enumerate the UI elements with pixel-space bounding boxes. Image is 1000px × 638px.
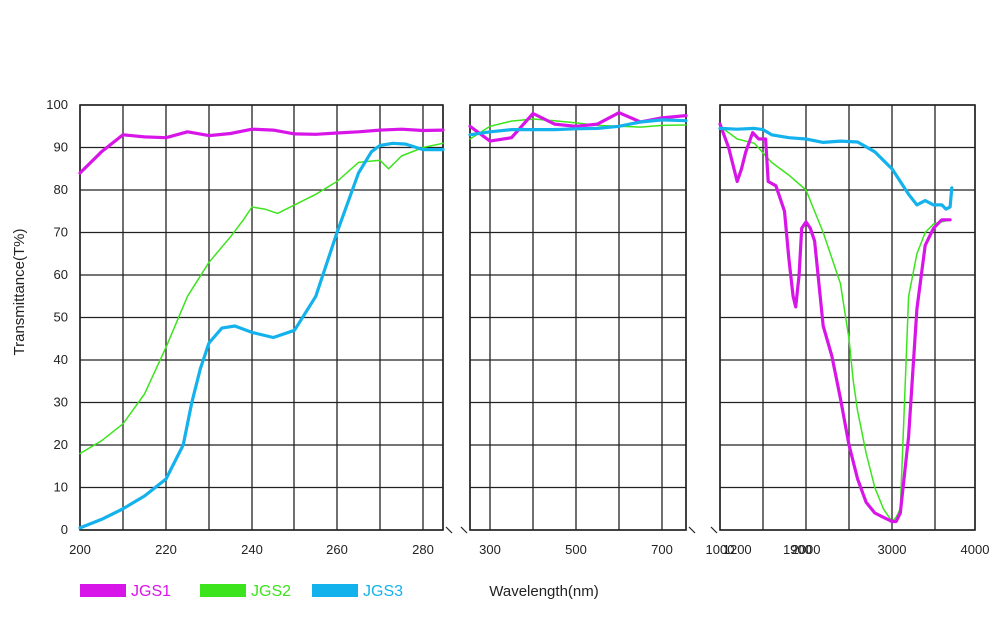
series-line-jgs1 xyxy=(78,127,445,175)
x-axis-title: Wavelength(nm) xyxy=(489,583,598,600)
series-line-jgs2 xyxy=(719,125,951,523)
y-tick-label: 40 xyxy=(54,352,68,367)
x-tick-label: 3000 xyxy=(878,542,907,557)
panel-frame xyxy=(469,104,687,531)
series-line-jgs1 xyxy=(468,111,688,143)
series-line-jgs3 xyxy=(468,118,688,137)
y-tick-label: 10 xyxy=(54,480,68,495)
series-line-jgs1 xyxy=(718,122,952,524)
axis-break-mark xyxy=(460,526,468,534)
y-tick-label: 90 xyxy=(54,140,68,155)
series-line-jgs3 xyxy=(78,141,445,530)
x-tick-label: 300 xyxy=(479,542,501,557)
y-tick-label: 60 xyxy=(54,267,68,282)
x-tick-label: 4000 xyxy=(961,542,990,557)
chart-panel-3: 1000 2000 3000 4000 1200 1900 xyxy=(706,104,990,557)
legend-swatch-jgs2 xyxy=(200,584,246,597)
legend-label-jgs3: JGS3 xyxy=(363,583,403,600)
y-tick-label: 20 xyxy=(54,437,68,452)
x-tick-label: 280 xyxy=(412,542,434,557)
legend-label-jgs1: JGS1 xyxy=(131,583,171,600)
chart-panel-1: 200 220 240 260 280 xyxy=(69,104,445,557)
axis-break-mark xyxy=(445,526,453,534)
y-tick-label: 100 xyxy=(46,97,68,112)
x-tick-label: 500 xyxy=(565,542,587,557)
y-tick-label: 0 xyxy=(61,522,68,537)
y-axis-title: Transmittance(T%) xyxy=(11,229,28,356)
x-tick-label: 260 xyxy=(326,542,348,557)
x-tick-label: 200 xyxy=(69,542,91,557)
axis-break-mark xyxy=(688,526,696,534)
chart-panel-2: 300 500 700 xyxy=(468,104,688,557)
x-tick-label: 1000 xyxy=(706,542,735,557)
series-line-jgs2 xyxy=(469,118,687,140)
x-tick-label: 1200 xyxy=(723,542,752,557)
axis-break-mark xyxy=(710,526,718,534)
series-line-jgs3 xyxy=(718,126,954,211)
y-tick-label: 30 xyxy=(54,395,68,410)
series-line-jgs2 xyxy=(79,142,444,455)
legend-swatch-jgs3 xyxy=(312,584,358,597)
panel-frame xyxy=(719,104,976,531)
x-tick-label: 700 xyxy=(651,542,673,557)
y-tick-label: 70 xyxy=(54,225,68,240)
x-tick-label: 220 xyxy=(155,542,177,557)
x-tick-label: 2000 xyxy=(792,542,821,557)
y-tick-label: 80 xyxy=(54,182,68,197)
panel-frame xyxy=(79,104,444,531)
legend-label-jgs2: JGS2 xyxy=(251,583,291,600)
x-tick-label: 1900 xyxy=(783,542,812,557)
legend: JGS1 JGS2 JGS3 xyxy=(80,583,403,600)
legend-swatch-jgs1 xyxy=(80,584,126,597)
x-tick-label: 240 xyxy=(241,542,263,557)
y-tick-label: 50 xyxy=(54,310,68,325)
